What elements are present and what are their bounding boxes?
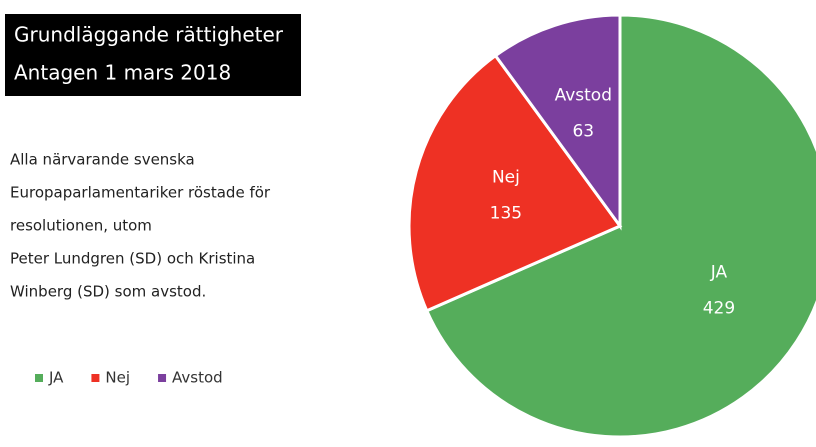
annotation-line: Alla närvarande svenska <box>10 151 195 169</box>
legend-label: JA <box>48 369 64 387</box>
slice-label: JA <box>710 263 728 283</box>
slice-label: Nej <box>492 167 520 187</box>
legend-swatch <box>91 374 100 382</box>
annotation-line: Peter Lundgren (SD) och Kristina <box>10 250 255 268</box>
pie-slice <box>407 53 623 313</box>
annotation-line: resolutionen, utom <box>10 217 152 235</box>
slice-value: 429 <box>703 299 735 319</box>
title-box <box>5 14 301 96</box>
chart-title: Grundläggande rättigheter <box>14 23 284 47</box>
chart-subtitle: Antagen 1 mars 2018 <box>14 61 231 85</box>
slice-value: 63 <box>572 122 594 142</box>
legend-swatch <box>158 374 167 382</box>
annotation-line: Europaparlamentariker röstade för <box>10 184 271 202</box>
legend-swatch <box>35 374 43 382</box>
slice-value: 135 <box>490 203 522 223</box>
annotation-line: Winberg (SD) som avstod. <box>10 283 206 301</box>
legend-label: Nej <box>105 369 130 387</box>
pie-slice <box>493 13 622 231</box>
legend-label: Avstod <box>172 369 223 387</box>
slice-label: Avstod <box>555 86 612 106</box>
